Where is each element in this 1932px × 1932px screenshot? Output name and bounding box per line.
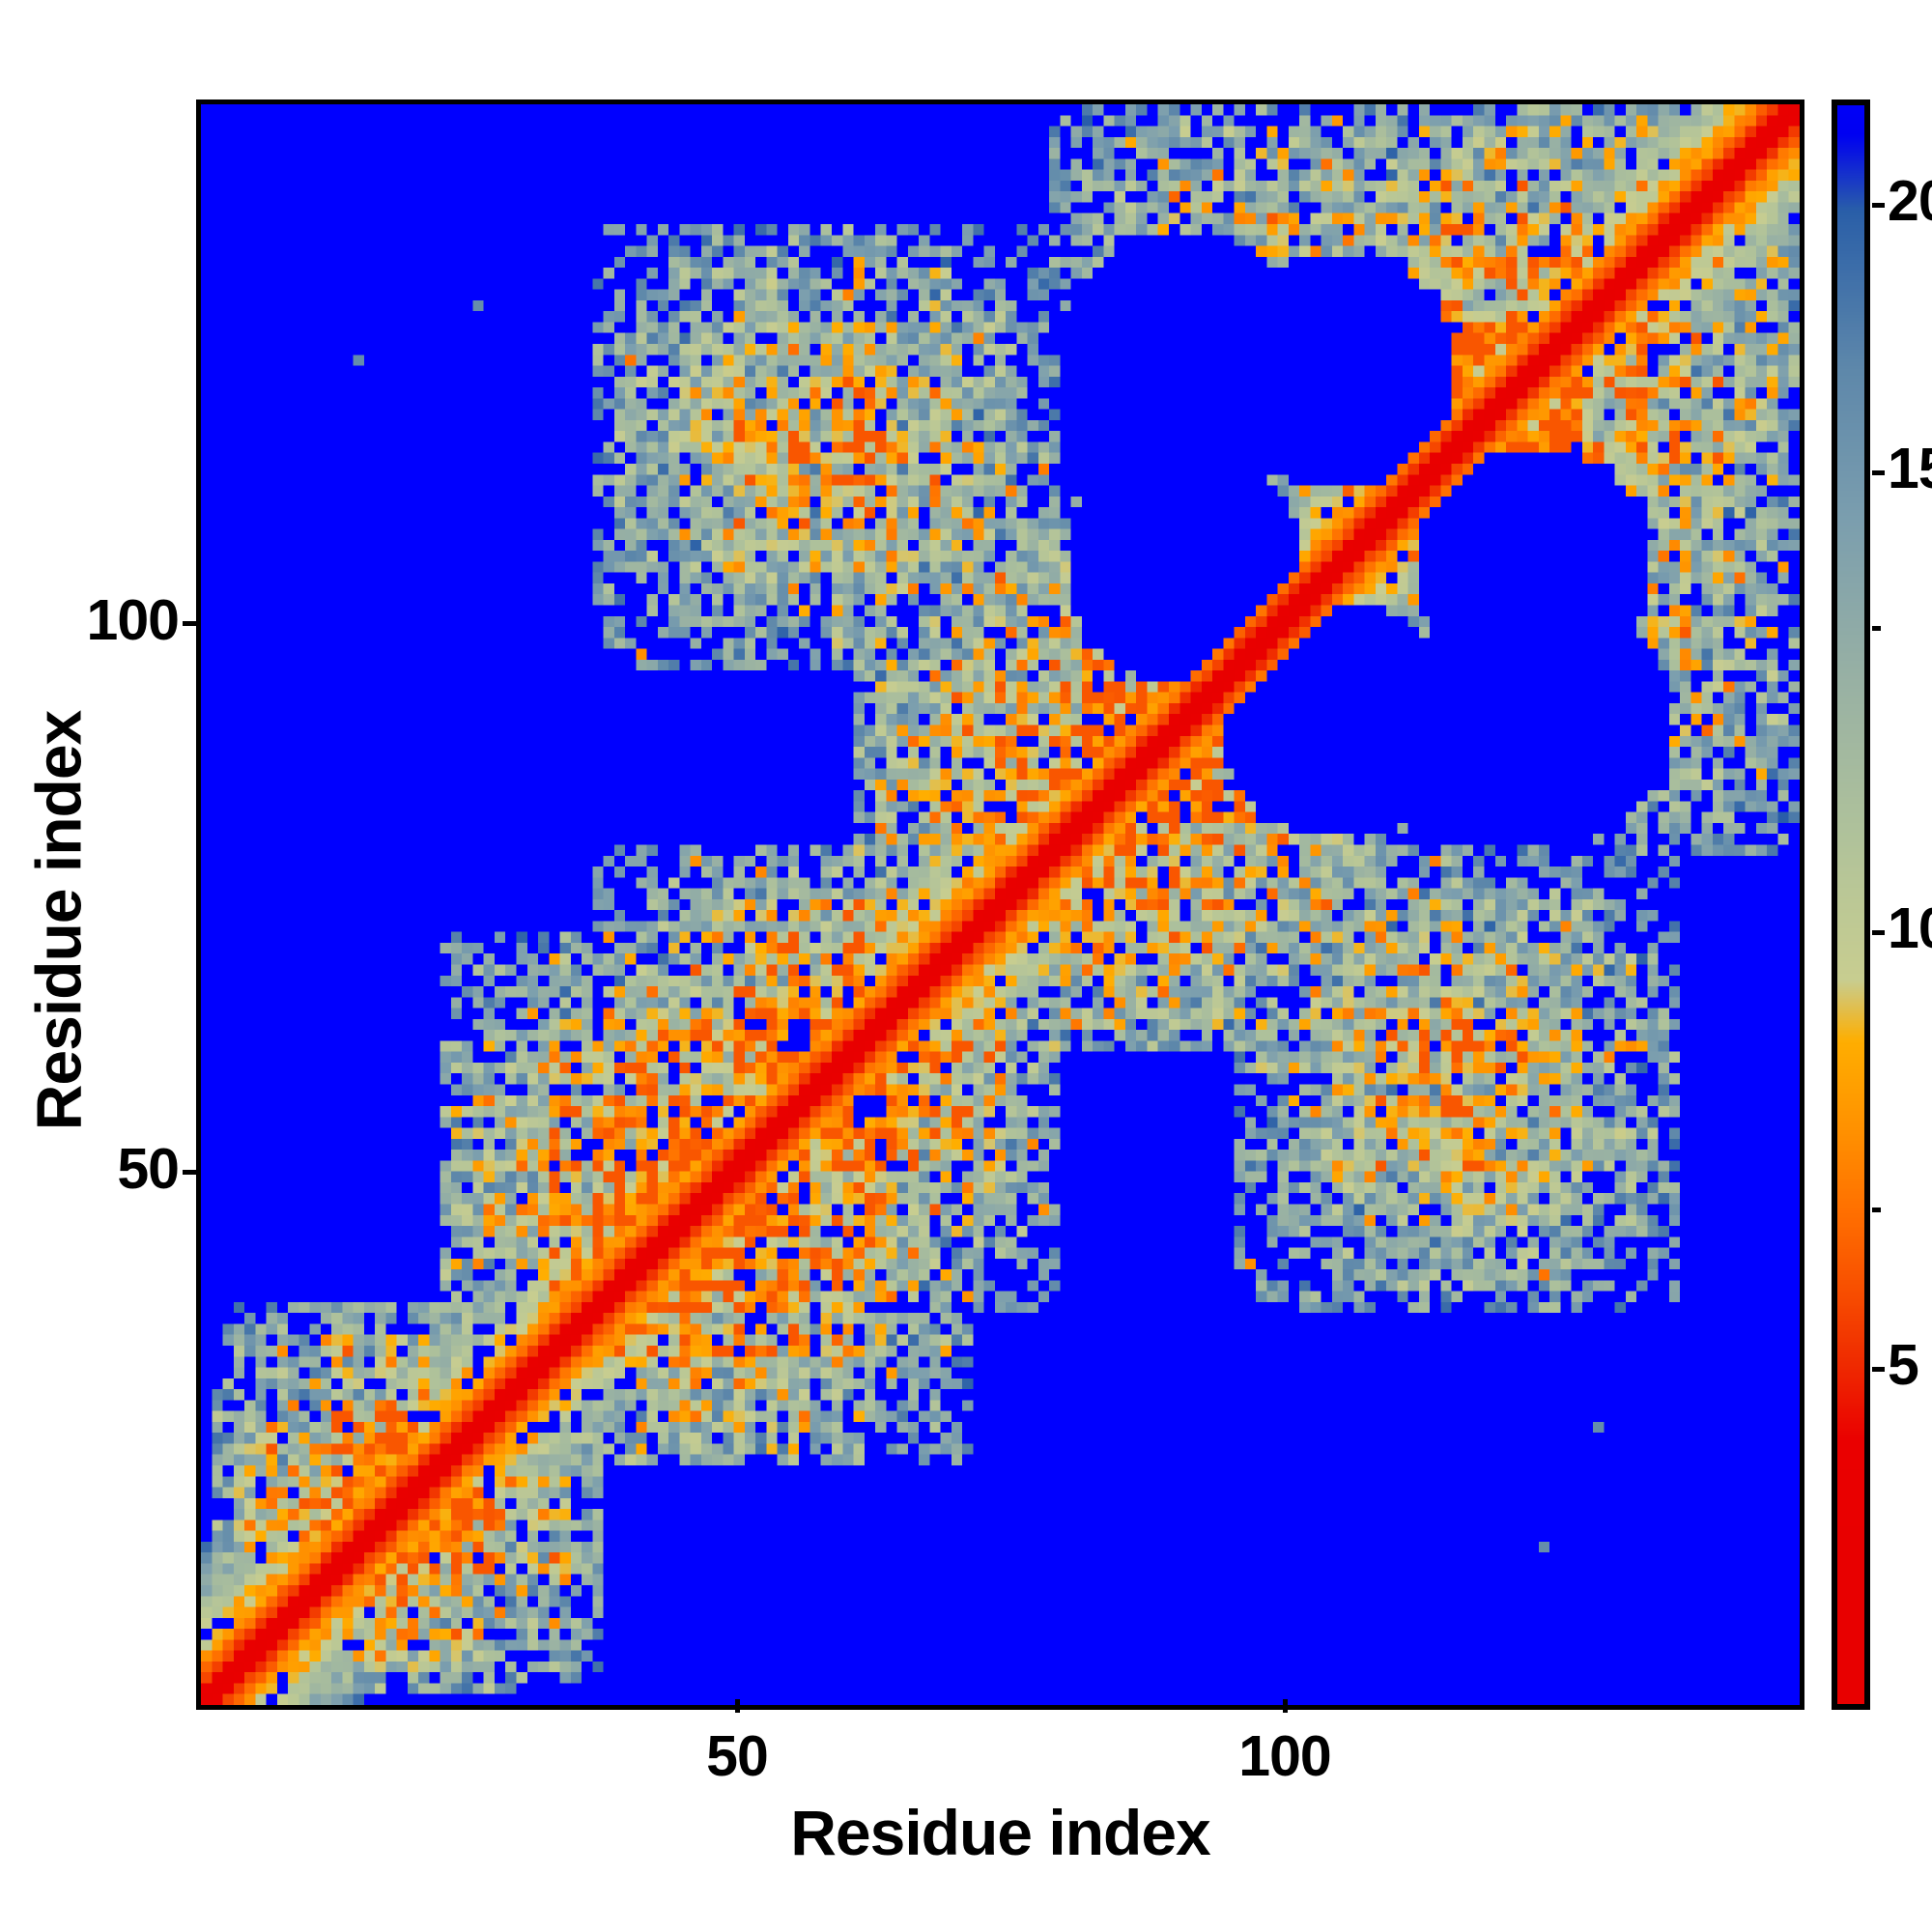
- y-tick-50: [183, 1170, 196, 1175]
- colorbar: [1832, 99, 1870, 1710]
- x-tick-100: [1283, 1699, 1288, 1713]
- y-tick-label-50: 50: [117, 1137, 180, 1201]
- colorbar-label-10: 10: [1888, 896, 1932, 960]
- colorbar-tick-10: [1872, 930, 1885, 935]
- heatmap-axes: [196, 99, 1804, 1710]
- colorbar-tick-15: [1872, 470, 1885, 475]
- y-tick-100: [183, 621, 196, 626]
- colorbar-label-15: 15: [1888, 437, 1932, 500]
- colorbar-gradient: [1837, 105, 1864, 1704]
- colorbar-label-20: 20: [1888, 169, 1932, 233]
- x-tick-label-50: 50: [706, 1724, 769, 1788]
- x-tick-50: [735, 1699, 740, 1713]
- colorbar-minor-tick-lower: [1872, 1208, 1881, 1212]
- y-axis-title: Residue index: [22, 710, 95, 1131]
- colorbar-label-5: 5: [1888, 1333, 1919, 1397]
- colorbar-tick-5: [1872, 1367, 1885, 1372]
- colorbar-tick-20: [1872, 203, 1885, 208]
- colorbar-minor-tick-upper: [1872, 626, 1881, 631]
- x-tick-label-100: 100: [1238, 1724, 1331, 1788]
- x-axis-title: Residue index: [790, 1797, 1210, 1868]
- y-tick-label-100: 100: [86, 588, 180, 652]
- contact-map-heatmap: [201, 104, 1800, 1705]
